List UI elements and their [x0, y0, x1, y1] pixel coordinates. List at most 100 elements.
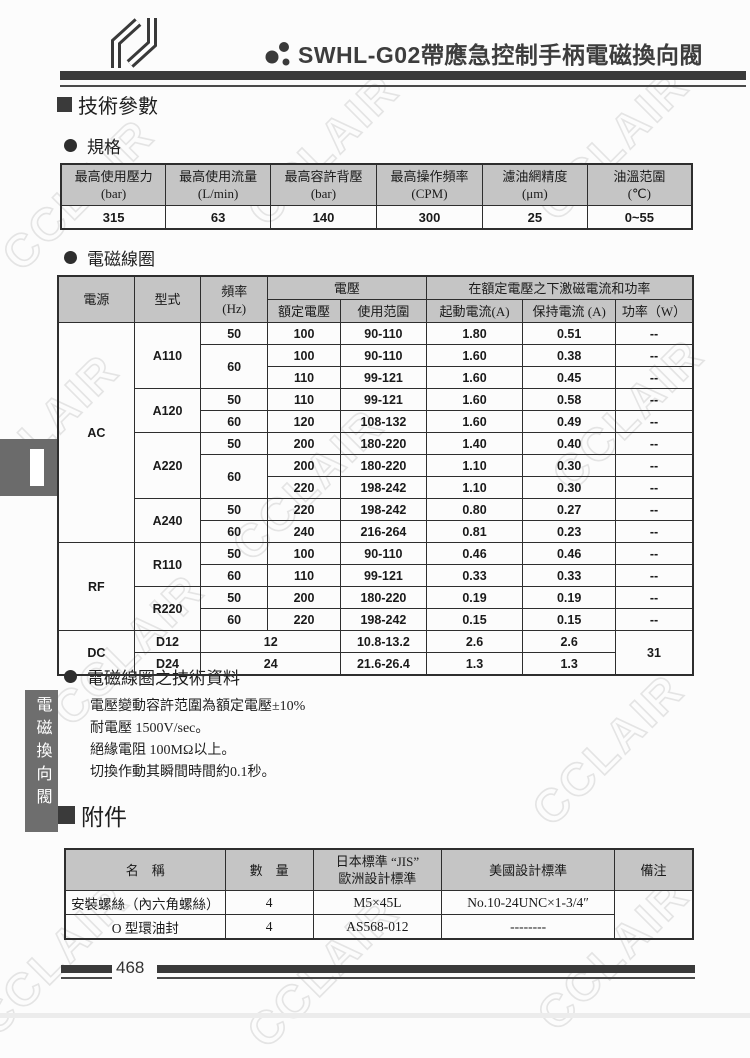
data-cell: 0.81 [425, 520, 524, 543]
data-cell: 安裝螺絲（內六角螺絲） [64, 890, 226, 915]
data-cell: 220 [267, 498, 342, 521]
data-cell: AS568-012 [312, 914, 443, 940]
circle-bullet-icon [64, 139, 77, 152]
data-cell: DC [57, 630, 135, 676]
section-label: 附件 [81, 805, 127, 830]
data-cell: 110 [267, 564, 342, 587]
data-cell: 99-121 [340, 388, 427, 411]
table-row: 315 63 140 300 25 0~55 [60, 205, 693, 230]
data-cell: 50 [200, 388, 269, 411]
data-cell: 140 [269, 205, 377, 230]
header-cell: 備注 [613, 848, 694, 891]
data-cell: RF [57, 542, 135, 631]
data-cell: 0.30 [522, 476, 616, 499]
data-cell: -- [614, 454, 694, 477]
data-cell: 4 [224, 914, 314, 940]
data-cell: 1.80 [425, 322, 524, 345]
data-cell: -- [614, 344, 694, 367]
header-rule-thin [60, 85, 746, 87]
data-cell: 120 [267, 410, 342, 433]
data-cell: 50 [200, 498, 269, 521]
circle-bullet-icon [64, 251, 77, 264]
header-cell: 在額定電壓之下激磁電流和功率 [425, 275, 694, 300]
data-cell: A220 [133, 432, 202, 499]
data-cell: 21.6-26.4 [340, 652, 427, 676]
data-cell: 2.6 [425, 630, 524, 653]
data-cell: 25 [481, 205, 588, 230]
data-cell: 0.19 [522, 586, 616, 609]
section-label: 規格 [87, 138, 121, 157]
data-cell: 24 [200, 652, 342, 676]
section-coil: 電磁線圈 [64, 245, 155, 270]
data-cell: 0.58 [522, 388, 616, 411]
data-cell: 0.33 [425, 564, 524, 587]
header-cell: 使用范圍 [340, 299, 427, 323]
data-cell: 200 [267, 432, 342, 455]
data-cell: 0.80 [425, 498, 524, 521]
data-cell: 1.60 [425, 388, 524, 411]
data-cell: 99-121 [340, 564, 427, 587]
data-cell: -------- [441, 914, 615, 940]
section-tech-params: 技術參數 [57, 90, 158, 119]
page-number: 468 [116, 958, 145, 977]
data-cell: 0~55 [586, 205, 693, 230]
note-line: 耐電壓 1500V/sec。 [90, 721, 210, 736]
table-row: A240 50 220 198-242 0.80 0.27 -- [58, 498, 694, 543]
data-cell: 0.38 [522, 344, 616, 367]
section-label: 電磁線圈 [87, 250, 155, 269]
section-accessories: 附件 [57, 798, 127, 832]
header-cell: 油溫范圍 (℃) [586, 163, 693, 206]
data-cell: No.10-24UNC×1-3/4″ [441, 890, 615, 915]
data-cell: 1.10 [425, 476, 524, 499]
data-cell: 200 [267, 586, 342, 609]
brand-logo [111, 18, 157, 68]
table-row: 安裝螺絲（內六角螺絲） 4 M5×45L No.10-24UNC×1-3/4″ [64, 890, 694, 940]
data-cell: 60 [200, 564, 269, 587]
footer-line-right [157, 977, 695, 979]
data-cell: 100 [267, 322, 342, 345]
data-cell: 220 [267, 608, 342, 631]
data-cell: O 型環油封 [64, 914, 226, 940]
footer-rule-right [157, 965, 695, 973]
data-cell: 300 [375, 205, 483, 230]
square-bullet-icon [57, 806, 75, 824]
data-cell: 90-110 [340, 542, 427, 565]
header-rule-thick [60, 71, 746, 80]
coil-table: 電源 型式 頻率 (Hz) 電壓 在額定電壓之下激磁電流和功率 額定電壓 使用范圍 起動電流(… [57, 275, 694, 676]
data-cell: 198-242 [340, 608, 427, 631]
data-cell: D12 [133, 630, 202, 653]
header-cell: 額定電壓 [267, 299, 342, 323]
data-cell: 0.33 [522, 564, 616, 587]
table-row: DC D12 12 10.8-13.2 2.6 2.6 31 [57, 630, 694, 676]
data-cell: 220 [267, 476, 342, 499]
table-row: 60 200 180-220 1.10 0.30 -- [58, 454, 694, 499]
data-cell: -- [614, 432, 694, 455]
data-cell: 60 [200, 410, 269, 433]
data-cell: 50 [200, 586, 269, 609]
data-cell: 1.40 [425, 432, 524, 455]
header-cell: 名 稱 [64, 848, 226, 891]
data-cell: -- [614, 410, 694, 433]
table-header-row: 電源 型式 頻率 (Hz) 電壓 在額定電壓之下激磁電流和功率 [57, 275, 694, 323]
category-side-label: 電磁換向閥 [25, 690, 58, 832]
data-cell: 0.45 [522, 366, 616, 389]
accessories-table: 名 稱數 量日本標準 “JIS” 歐洲設計標準 美國設計標準 備注 安裝螺絲（內六角螺… [64, 848, 694, 940]
data-cell: -- [614, 586, 694, 609]
data-cell: 0.46 [522, 542, 616, 565]
note-line: 切換作動其瞬間時間約0.1秒。 [90, 765, 276, 780]
table-header-row: 名 稱數 量日本標準 “JIS” 歐洲設計標準 美國設計標準 備注 [64, 848, 694, 891]
data-cell: 0.51 [522, 322, 616, 345]
data-cell: 99-121 [340, 366, 427, 389]
category-label-text: 電磁換向閥 [33, 696, 51, 811]
data-cell: 1.10 [425, 454, 524, 477]
data-cell: 0.15 [425, 608, 524, 631]
data-cell: 1.60 [425, 344, 524, 367]
section-spec: 規格 [64, 133, 121, 158]
data-cell: M5×45L [312, 890, 443, 915]
data-cell: 12 [200, 630, 342, 653]
data-cell: 1.3 [425, 652, 524, 676]
data-cell: 50 [200, 542, 269, 565]
data-cell: 198-242 [340, 498, 427, 521]
page-index-tab [0, 439, 57, 496]
data-cell: 180-220 [340, 432, 427, 455]
